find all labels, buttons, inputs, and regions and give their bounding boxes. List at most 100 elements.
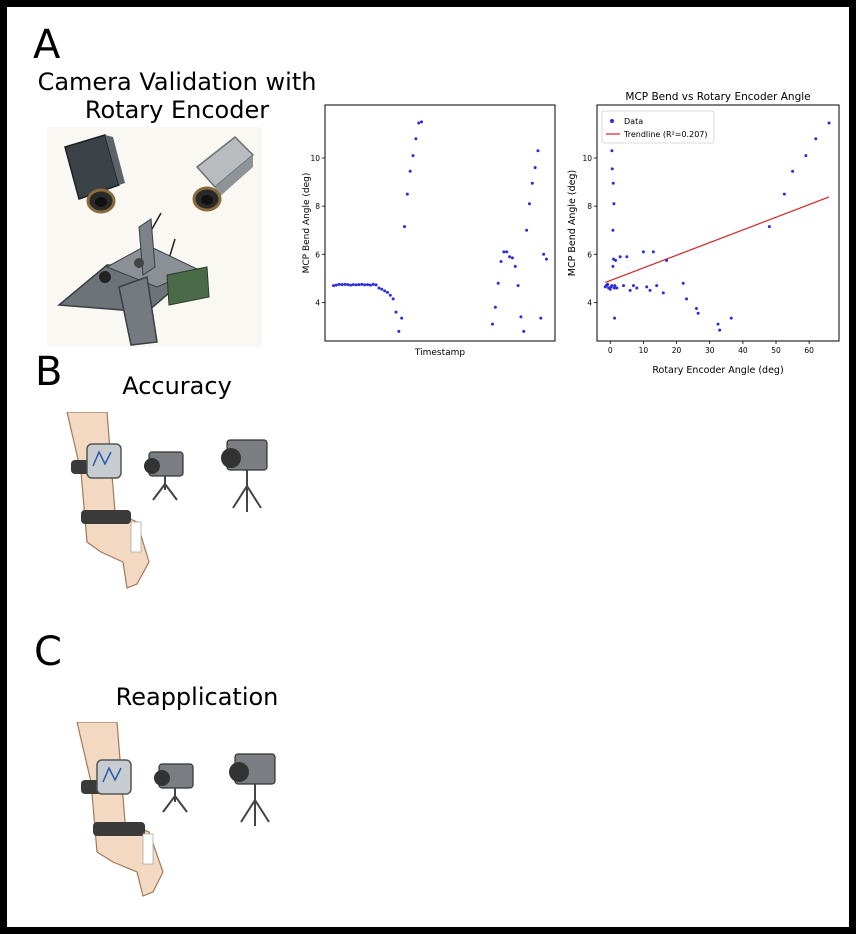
scatter-trendline-chart: MCP Bend vs Rotary Encoder Angle 0 10 20 30… bbox=[567, 91, 840, 376]
camera-small-icon bbox=[144, 451, 184, 501]
finger-strap-icon bbox=[81, 510, 131, 524]
panel-a-title: Camera Validation with Rotary Encoder bbox=[17, 68, 337, 124]
scatter-x-tick-label: 50 bbox=[771, 346, 781, 355]
timeseries-point bbox=[332, 284, 336, 288]
scatter-point bbox=[661, 291, 665, 295]
scatter-point bbox=[791, 169, 795, 173]
scatter-point bbox=[814, 137, 818, 141]
scatter-point bbox=[694, 306, 698, 310]
figure-canvas: A Camera Validation with Rotary Encoder bbox=[7, 7, 849, 927]
camera-large-icon bbox=[221, 439, 268, 512]
panel-b-letter: B bbox=[35, 349, 63, 395]
scatter-point bbox=[645, 285, 649, 289]
scatter-point bbox=[665, 258, 669, 262]
scatter-point bbox=[611, 181, 615, 185]
scatter-point bbox=[782, 192, 786, 196]
scatter-y-tick-label: 8 bbox=[587, 202, 592, 211]
scatter-point bbox=[606, 282, 610, 286]
timeseries-point bbox=[349, 283, 353, 287]
scatter-point bbox=[612, 286, 616, 290]
timeseries-point bbox=[527, 202, 531, 206]
encoder-bracket-icon bbox=[57, 218, 210, 346]
timeseries-point bbox=[508, 255, 512, 259]
timeseries-point bbox=[380, 287, 384, 291]
timeseries-point bbox=[414, 137, 418, 141]
timeseries-point bbox=[368, 283, 372, 287]
camera-large-icon bbox=[229, 753, 276, 826]
timeseries-point bbox=[400, 316, 404, 320]
scatter-point bbox=[611, 228, 615, 232]
scatter-y-tick-label: 6 bbox=[587, 250, 592, 259]
timeseries-y-axis-label: MCP Bend Angle (deg) bbox=[302, 173, 312, 274]
scatter-point bbox=[615, 286, 619, 290]
scatter-x-tick-label: 60 bbox=[804, 346, 814, 355]
scatter-x-tick-label: 20 bbox=[672, 346, 682, 355]
scatter-point bbox=[648, 288, 652, 292]
scatter-point bbox=[716, 322, 720, 326]
timeseries-plot-frame bbox=[324, 104, 556, 342]
scatter-x-tick-label: 30 bbox=[705, 346, 715, 355]
panel-a-title-line1: Camera Validation with bbox=[37, 68, 317, 96]
scatter-point bbox=[608, 287, 612, 291]
timeseries-point bbox=[397, 329, 401, 333]
scatter-point bbox=[767, 225, 771, 229]
scatter-point bbox=[612, 202, 616, 206]
timeseries-point bbox=[374, 283, 378, 287]
legend-trendline-label: Trendline (R²=0.207) bbox=[623, 130, 708, 139]
wrist-device-reapplication-illustration bbox=[76, 722, 276, 897]
legend-data-marker bbox=[610, 119, 614, 123]
timeseries-point bbox=[363, 283, 367, 287]
scatter-point bbox=[613, 284, 617, 288]
scatter-point bbox=[618, 255, 622, 259]
timeseries-chart: 4 6 8 10 Timestamp MCP Bend Angle (deg) bbox=[302, 104, 556, 358]
finger-sensor-icon bbox=[142, 833, 154, 865]
timeseries-point bbox=[522, 329, 526, 333]
timeseries-point bbox=[420, 120, 424, 124]
rotary-encoder-rig-illustration bbox=[47, 127, 262, 347]
scatter-plot-frame bbox=[596, 104, 840, 342]
timeseries-point bbox=[516, 284, 520, 288]
timeseries-point bbox=[403, 225, 407, 229]
scatter-point bbox=[685, 297, 689, 301]
scatter-point bbox=[696, 311, 700, 315]
panel-c-letter: C bbox=[34, 629, 62, 675]
scatter-point bbox=[610, 167, 614, 171]
camera-left-icon bbox=[64, 134, 125, 214]
timeseries-point bbox=[360, 282, 364, 286]
scatter-point bbox=[610, 284, 614, 288]
wrist-device-accuracy-illustration bbox=[66, 412, 268, 589]
timeseries-point bbox=[371, 282, 375, 286]
timeseries-point bbox=[385, 290, 389, 294]
scatter-point bbox=[614, 258, 618, 262]
scatter-x-tick-label: 40 bbox=[738, 346, 748, 355]
timeseries-point bbox=[491, 322, 495, 326]
trendline bbox=[605, 196, 830, 284]
scatter-y-tick-label: 10 bbox=[582, 154, 592, 163]
scatter-point bbox=[729, 316, 733, 320]
scatter-point bbox=[681, 281, 685, 285]
timeseries-point bbox=[510, 256, 514, 260]
scatter-point bbox=[804, 154, 808, 158]
timeseries-point bbox=[539, 316, 543, 320]
finger-strap-icon bbox=[93, 822, 145, 836]
timeseries-y-tick-label: 8 bbox=[315, 202, 320, 211]
timeseries-point bbox=[533, 166, 537, 170]
scatter-point bbox=[613, 316, 617, 320]
timeseries-point bbox=[366, 283, 370, 287]
timeseries-point bbox=[525, 228, 529, 232]
timeseries-point bbox=[519, 315, 523, 319]
scatter-point bbox=[622, 284, 626, 288]
panel-a-letter: A bbox=[33, 22, 61, 68]
timeseries-point bbox=[391, 297, 395, 301]
timeseries-point bbox=[493, 305, 497, 309]
scatter-legend: Data Trendline (R²=0.207) bbox=[601, 110, 715, 144]
timeseries-point bbox=[388, 293, 392, 297]
timeseries-point bbox=[408, 169, 412, 173]
timeseries-point bbox=[502, 250, 506, 254]
scatter-point bbox=[641, 250, 645, 254]
legend-data-label: Data bbox=[624, 117, 643, 126]
scatter-point bbox=[635, 286, 639, 290]
scatter-x-axis-label: Rotary Encoder Angle (deg) bbox=[652, 365, 783, 376]
panel-a-title-line2: Rotary Encoder bbox=[84, 95, 270, 124]
finger-sensor-icon bbox=[130, 521, 142, 553]
